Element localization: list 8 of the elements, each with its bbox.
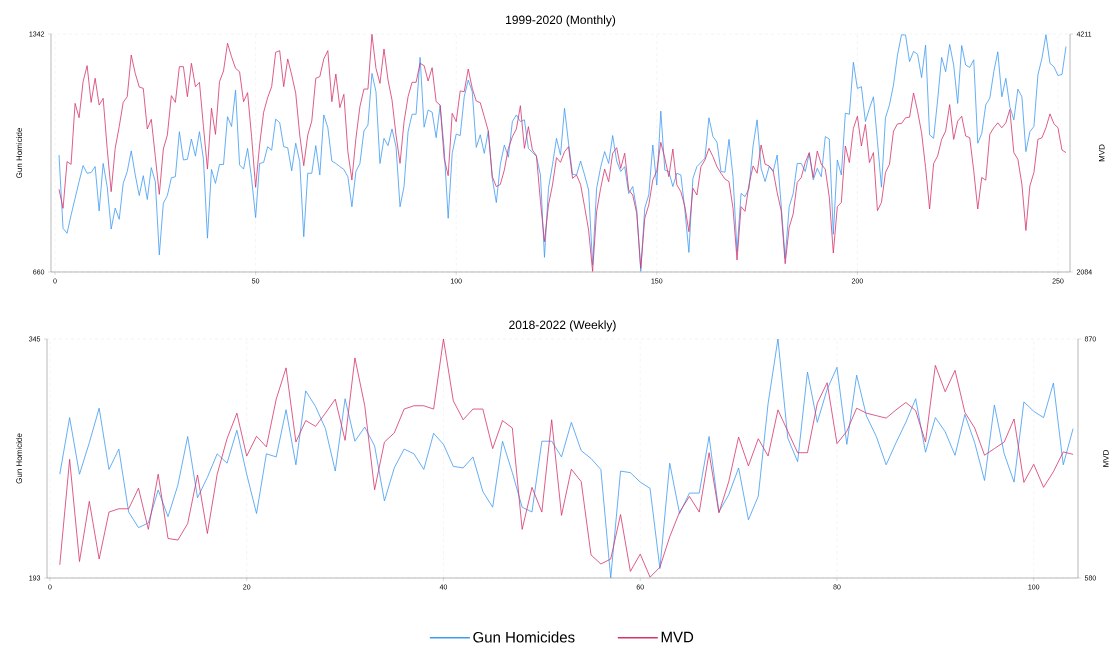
legend-label: Gun Homicides	[473, 631, 575, 643]
y-axis-title: Gun Homicide	[16, 433, 22, 484]
legend-label: MVD	[661, 631, 694, 643]
y2-axis-title: MVD	[1098, 144, 1105, 162]
y-axis-title: Gun Homicide	[16, 128, 23, 178]
chart-title: 2018-2022 (Weekly)	[509, 320, 616, 332]
y2-axis-title: MVD	[1103, 449, 1109, 467]
chart-title: 1999-2020 (Monthly)	[506, 15, 616, 27]
